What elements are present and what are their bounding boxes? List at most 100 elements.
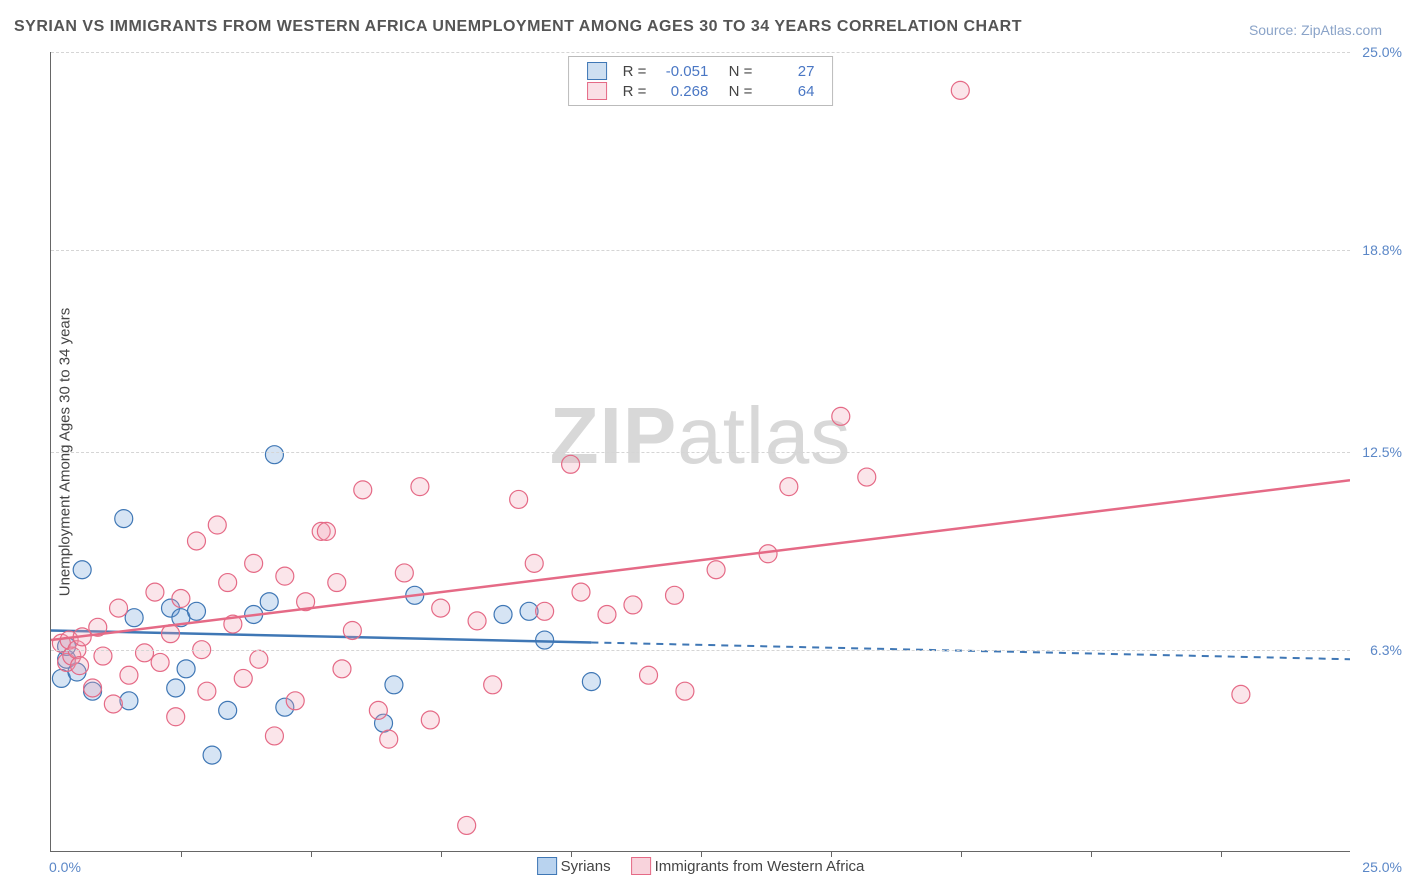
data-point xyxy=(484,676,502,694)
chart-title: SYRIAN VS IMMIGRANTS FROM WESTERN AFRICA… xyxy=(14,18,1022,36)
data-point xyxy=(286,692,304,710)
data-point xyxy=(1232,685,1250,703)
data-point xyxy=(110,599,128,617)
data-point xyxy=(328,574,346,592)
corr-row: R = -0.051 N = 27 xyxy=(581,61,821,81)
data-point xyxy=(380,730,398,748)
x-tick xyxy=(441,851,442,857)
data-point xyxy=(125,609,143,627)
data-point xyxy=(245,554,263,572)
corr-row: R =0.268 N =64 xyxy=(581,81,821,101)
data-point xyxy=(219,574,237,592)
x-tick xyxy=(181,851,182,857)
data-point xyxy=(120,666,138,684)
data-point xyxy=(343,621,361,639)
source-label: Source: ZipAtlas.com xyxy=(1249,22,1382,38)
y-tick-label: 6.3% xyxy=(1370,642,1402,658)
data-point xyxy=(494,606,512,624)
data-point xyxy=(510,490,528,508)
legend-swatch xyxy=(587,82,607,100)
data-point xyxy=(317,522,335,540)
x-tick xyxy=(831,851,832,857)
data-point xyxy=(385,676,403,694)
corr-n-value: 27 xyxy=(764,63,814,80)
series-legend: Syrians Immigrants from Western Africa xyxy=(527,857,875,879)
corr-r-label: R = xyxy=(617,61,653,81)
data-point xyxy=(421,711,439,729)
data-point xyxy=(780,478,798,496)
legend-item: Syrians xyxy=(537,857,611,875)
legend-item: Immigrants from Western Africa xyxy=(631,857,865,875)
data-point xyxy=(858,468,876,486)
data-point xyxy=(640,666,658,684)
data-point xyxy=(167,679,185,697)
plot-area: Unemployment Among Ages 30 to 34 years Z… xyxy=(50,52,1350,852)
x-tick xyxy=(1221,851,1222,857)
data-point xyxy=(333,660,351,678)
x-tick xyxy=(1091,851,1092,857)
data-point xyxy=(172,590,190,608)
data-point xyxy=(136,644,154,662)
data-point xyxy=(84,679,102,697)
chart-container: SYRIAN VS IMMIGRANTS FROM WESTERN AFRICA… xyxy=(0,0,1406,892)
y-tick-label: 18.8% xyxy=(1362,242,1402,258)
corr-r-value: 0.268 xyxy=(658,83,708,100)
x-tick xyxy=(701,851,702,857)
data-point xyxy=(146,583,164,601)
data-point xyxy=(369,701,387,719)
data-point xyxy=(468,612,486,630)
data-point xyxy=(354,481,372,499)
data-point xyxy=(167,708,185,726)
data-point xyxy=(71,657,89,675)
data-point xyxy=(151,653,169,671)
x-end-label: 25.0% xyxy=(1362,859,1402,875)
data-point xyxy=(198,682,216,700)
data-point xyxy=(187,602,205,620)
data-point xyxy=(676,682,694,700)
corr-r-label: R = xyxy=(617,81,653,101)
data-point xyxy=(572,583,590,601)
legend-swatch xyxy=(537,857,557,875)
data-point xyxy=(432,599,450,617)
data-point xyxy=(951,81,969,99)
data-point xyxy=(219,701,237,719)
data-point xyxy=(177,660,195,678)
corr-r-value: -0.051 xyxy=(658,63,708,80)
data-point xyxy=(624,596,642,614)
data-point xyxy=(395,564,413,582)
data-point xyxy=(208,516,226,534)
data-point xyxy=(411,478,429,496)
data-point xyxy=(562,455,580,473)
corr-n-label: N = xyxy=(714,81,758,101)
data-point xyxy=(203,746,221,764)
data-point xyxy=(707,561,725,579)
x-tick xyxy=(571,851,572,857)
data-point xyxy=(115,510,133,528)
data-point xyxy=(260,593,278,611)
data-point xyxy=(536,602,554,620)
data-point xyxy=(187,532,205,550)
legend-swatch xyxy=(587,62,607,80)
data-point xyxy=(458,816,476,834)
data-point xyxy=(250,650,268,668)
data-point xyxy=(582,673,600,691)
grid-line xyxy=(51,250,1350,251)
legend-label: Immigrants from Western Africa xyxy=(655,858,865,875)
correlation-legend: R =-0.051 N =27R =0.268 N =64 xyxy=(568,56,834,106)
data-point xyxy=(120,692,138,710)
grid-line xyxy=(51,452,1350,453)
data-point xyxy=(525,554,543,572)
data-point xyxy=(666,586,684,604)
data-point xyxy=(832,407,850,425)
data-point xyxy=(598,606,616,624)
data-point xyxy=(265,446,283,464)
grid-line xyxy=(51,52,1350,53)
y-tick-label: 12.5% xyxy=(1362,444,1402,460)
trend-line-solid xyxy=(51,630,591,642)
data-point xyxy=(104,695,122,713)
data-point xyxy=(265,727,283,745)
legend-label: Syrians xyxy=(561,858,611,875)
corr-n-label: N = xyxy=(714,61,758,81)
legend-swatch xyxy=(631,857,651,875)
x-origin-label: 0.0% xyxy=(49,859,81,875)
